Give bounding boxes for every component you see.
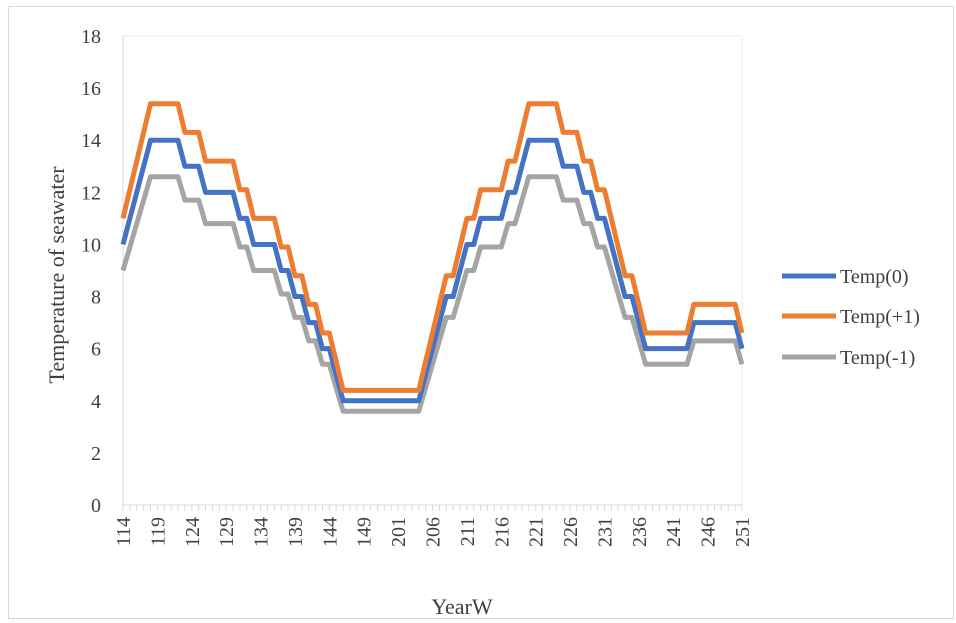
series-line-temp-0- [120,137,745,404]
x-tick-label: 129 [216,517,238,547]
x-tick-label: 124 [182,517,204,547]
x-tick-label: 241 [663,517,685,547]
x-tick-label: 119 [147,517,169,546]
y-tick-label: 2 [91,443,101,465]
y-tick-label: 4 [91,391,101,413]
x-tick-label: 134 [251,517,273,547]
x-axis-title: YearW [431,594,493,619]
chart-frame [8,6,954,619]
plot-area [122,35,743,506]
x-tick-label: 236 [629,517,651,547]
x-tick-label: 226 [560,517,582,547]
y-axis-title: Temperature of seawater [44,166,69,384]
x-tick-label: 114 [113,517,135,546]
legend: Temp(0) Temp(+1) Temp(-1) [782,266,920,369]
y-tick-label: 8 [91,287,101,309]
y-tick-label: 16 [81,78,101,100]
y-tick-label: 14 [81,130,101,152]
x-tick-label: 231 [594,517,616,547]
legend-label: Temp(-1) [840,347,915,369]
legend-label: Temp(0) [840,266,909,288]
legend-label: Temp(+1) [840,306,920,328]
y-tick-label: 18 [81,26,101,48]
series-line-temp-1- [120,101,745,393]
x-tick-label: 221 [526,517,548,547]
y-axis: 0 2 4 6 8 10 12 14 16 18 [81,26,124,517]
x-tick-label: 139 [285,517,307,547]
x-tick-label: 246 [698,517,720,547]
y-tick-label: 0 [91,495,101,517]
x-tick-label: 201 [388,517,410,547]
y-tick-label: 10 [81,234,101,256]
series-line-temp-1- [120,174,745,414]
x-tick-label: 216 [491,517,513,547]
x-axis: 114 119 124 129 134 139 144 149 201 206 211 216 221 2… [113,504,754,547]
plot-area-border [122,35,743,506]
y-tick-label: 12 [81,182,101,204]
x-tick-label: 149 [354,517,376,547]
y-tick-label: 6 [91,339,101,361]
x-tick-label: 144 [319,517,341,547]
series-layer [120,101,745,414]
x-tick-label: 211 [457,517,479,546]
x-tick-label: 206 [423,517,445,547]
x-tick-label: 251 [732,517,754,547]
